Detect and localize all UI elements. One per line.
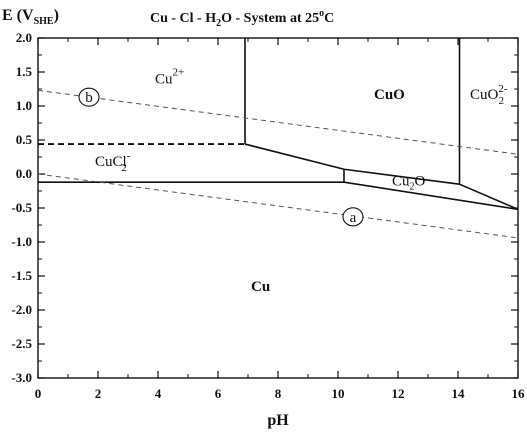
y-tick-label: -2.0: [11, 302, 32, 317]
y-tick-label: 0.5: [16, 132, 33, 147]
y-tick-label: 1.0: [16, 98, 32, 113]
line-marker-label: b: [85, 90, 93, 106]
y-tick-label: 1.5: [16, 64, 33, 79]
x-tick-label: 6: [215, 386, 222, 401]
y-tick-label: -1.5: [11, 268, 32, 283]
region-label: Cu: [251, 279, 270, 295]
line-marker-circle: [342, 207, 364, 227]
phase-boundary: [343, 168, 460, 185]
region-label: CuO2-2: [470, 83, 508, 107]
y-tick-label: -2.5: [11, 336, 32, 351]
plot-area: 0 2 4 6 8 10 12 14 16 2.0 1.5 1.0 0.5 0.0 -0.5 -1.0 -1.5…: [11, 30, 525, 401]
region-label: CuCl-2: [95, 150, 131, 174]
x-tick-label: 16: [512, 386, 526, 401]
plot-frame: [37, 37, 519, 379]
phase-boundary: [459, 183, 519, 211]
phase-boundary: [244, 143, 345, 171]
x-tick-label: 8: [275, 386, 282, 401]
region-label: CuO: [374, 87, 405, 103]
region-label: Cu2O: [392, 174, 426, 193]
y-axis-label: E (VSHE): [2, 7, 59, 27]
y-tick-label: 0.0: [16, 166, 32, 181]
x-tick-label: 10: [332, 386, 345, 401]
x-tick-label: 0: [35, 386, 42, 401]
line-marker-circle: [78, 87, 100, 107]
x-tick-label: 2: [95, 386, 102, 401]
line-marker-label: a: [350, 210, 357, 226]
x-tick-label: 14: [452, 386, 466, 401]
x-axis-label: pH: [267, 412, 289, 429]
chart-title: Cu - Cl - H2O - System at 25oC: [150, 8, 334, 29]
y-tick-label: -0.5: [11, 200, 32, 215]
x-tick-label: 4: [155, 386, 162, 401]
phase-boundary: [343, 181, 519, 211]
y-tick-label: -1.0: [11, 234, 32, 249]
water-line-a: [37, 173, 519, 239]
x-tick-label: 12: [392, 386, 405, 401]
y-tick-label: -3.0: [11, 370, 32, 385]
region-label: Cu2+: [155, 67, 184, 88]
y-tick-label: 2.0: [16, 30, 32, 45]
